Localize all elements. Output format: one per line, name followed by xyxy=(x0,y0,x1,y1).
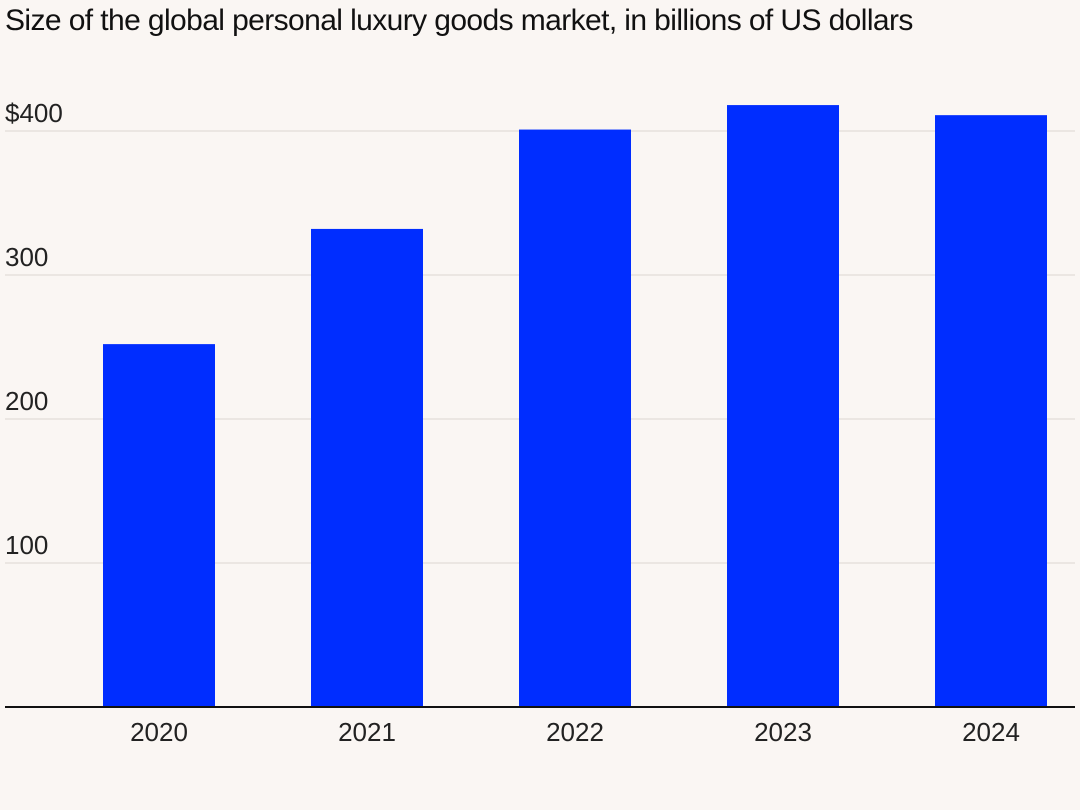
bars xyxy=(103,105,1047,708)
x-axis-labels: 2020 2021 2022 2023 2024 xyxy=(130,717,1020,747)
chart-title: Size of the global personal luxury goods… xyxy=(5,4,913,37)
y-tick-label-300: 300 xyxy=(5,242,48,272)
y-axis-ticks: 100 200 300 $400 xyxy=(5,98,63,560)
x-tick-label-2021: 2021 xyxy=(338,717,396,747)
x-tick-label-2024: 2024 xyxy=(962,717,1020,747)
bar-2020 xyxy=(103,344,215,707)
x-tick-label-2023: 2023 xyxy=(754,717,812,747)
bar-2024 xyxy=(935,115,1047,707)
y-tick-label-400: $400 xyxy=(5,98,63,128)
x-tick-label-2020: 2020 xyxy=(130,717,188,747)
x-tick-label-2022: 2022 xyxy=(546,717,604,747)
bar-2022 xyxy=(519,129,631,707)
y-tick-label-100: 100 xyxy=(5,530,48,560)
y-tick-label-200: 200 xyxy=(5,386,48,416)
bar-2023 xyxy=(727,105,839,707)
bar-2021 xyxy=(311,228,423,708)
